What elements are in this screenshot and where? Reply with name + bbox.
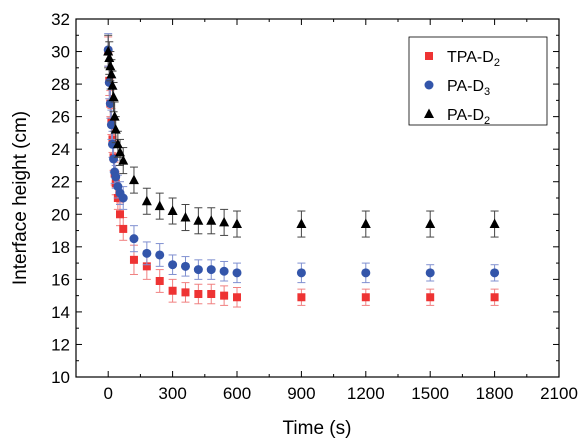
data-point xyxy=(142,248,152,258)
data-point xyxy=(233,293,241,302)
data-point xyxy=(111,172,121,182)
series-layer xyxy=(103,33,500,308)
y-tick-label: 10 xyxy=(51,368,70,387)
data-point xyxy=(361,268,371,278)
data-point xyxy=(107,80,118,90)
data-point xyxy=(425,218,436,229)
y-axis: 10 12 14 16 18 20 22 24 26 28 30 32 xyxy=(51,10,559,387)
data-point xyxy=(115,146,126,157)
y-tick-label: 32 xyxy=(51,10,70,29)
data-point xyxy=(426,293,435,302)
x-tick-label: 600 xyxy=(223,384,251,403)
data-point xyxy=(105,99,115,109)
x-tick-label: 300 xyxy=(158,384,186,403)
data-point xyxy=(129,234,139,244)
legend-marker xyxy=(425,52,433,60)
x-tick-label: 900 xyxy=(287,384,315,403)
data-point xyxy=(119,224,128,233)
x-axis-title: Time (s) xyxy=(283,418,352,439)
data-point xyxy=(116,210,125,219)
data-point xyxy=(110,124,121,134)
y-tick-label: 28 xyxy=(51,75,70,94)
legend-label: PA-D2 xyxy=(447,107,490,127)
y-tick-label: 16 xyxy=(51,270,70,289)
y-axis-title: Interface height (cm) xyxy=(10,111,31,285)
data-point xyxy=(112,138,123,149)
data-point xyxy=(207,290,216,299)
data-point xyxy=(167,205,178,216)
data-point xyxy=(129,255,138,264)
legend-label: TPA-D2 xyxy=(447,49,500,69)
data-point xyxy=(489,218,500,229)
data-point xyxy=(490,268,500,278)
data-point xyxy=(361,293,370,302)
data-point xyxy=(219,266,229,276)
y-tick-label: 24 xyxy=(51,140,70,159)
x-axis: 0 300 600 900 1200 1500 1800 2100 xyxy=(103,19,578,403)
data-point xyxy=(296,268,306,278)
data-point xyxy=(220,291,229,300)
y-tick-label: 14 xyxy=(51,303,70,322)
x-tick-label: 1800 xyxy=(476,384,514,403)
data-point xyxy=(155,250,165,260)
data-point xyxy=(297,293,306,302)
data-point xyxy=(206,265,216,275)
data-point xyxy=(104,52,115,63)
y-tick-label: 12 xyxy=(51,335,70,354)
legend-marker xyxy=(424,80,434,90)
data-point xyxy=(109,111,120,121)
series-2 xyxy=(103,34,500,238)
legend-box xyxy=(408,36,548,126)
y-tick-label: 18 xyxy=(51,238,70,257)
data-point xyxy=(105,60,116,71)
data-point xyxy=(168,286,177,295)
data-point xyxy=(180,261,190,271)
series-1 xyxy=(103,33,500,284)
data-point xyxy=(106,120,116,130)
data-point xyxy=(193,215,204,225)
data-point xyxy=(180,212,191,222)
x-tick-label: 1200 xyxy=(347,384,385,403)
data-point xyxy=(168,260,178,270)
data-point xyxy=(194,290,203,299)
data-point xyxy=(128,174,139,185)
y-tick-label: 20 xyxy=(51,205,70,224)
data-point xyxy=(296,218,307,229)
data-point xyxy=(103,46,114,56)
data-point xyxy=(106,68,117,79)
data-point xyxy=(154,200,165,211)
data-point xyxy=(206,215,217,225)
y-tick-label: 22 xyxy=(51,173,70,192)
data-point xyxy=(118,193,128,203)
x-tick-label: 2100 xyxy=(540,384,578,403)
legend: TPA-D2 PA-D3 PA-D2 xyxy=(408,36,548,127)
y-tick-label: 26 xyxy=(51,108,70,127)
data-point xyxy=(108,91,119,102)
data-point xyxy=(490,293,499,302)
data-point xyxy=(193,265,203,275)
data-point xyxy=(118,155,129,165)
legend-marker xyxy=(424,108,434,118)
data-point xyxy=(155,276,164,285)
data-point xyxy=(181,288,190,297)
x-tick-label: 1500 xyxy=(411,384,449,403)
legend-label: PA-D3 xyxy=(447,78,490,98)
data-point xyxy=(141,195,152,206)
data-point xyxy=(232,268,242,278)
data-point xyxy=(219,216,230,227)
data-point xyxy=(232,218,242,229)
data-point xyxy=(109,154,119,164)
y-tick-label: 30 xyxy=(51,43,70,62)
data-point xyxy=(425,268,435,278)
x-tick-label: 0 xyxy=(103,384,112,403)
data-point xyxy=(360,218,371,229)
data-point xyxy=(142,262,151,271)
